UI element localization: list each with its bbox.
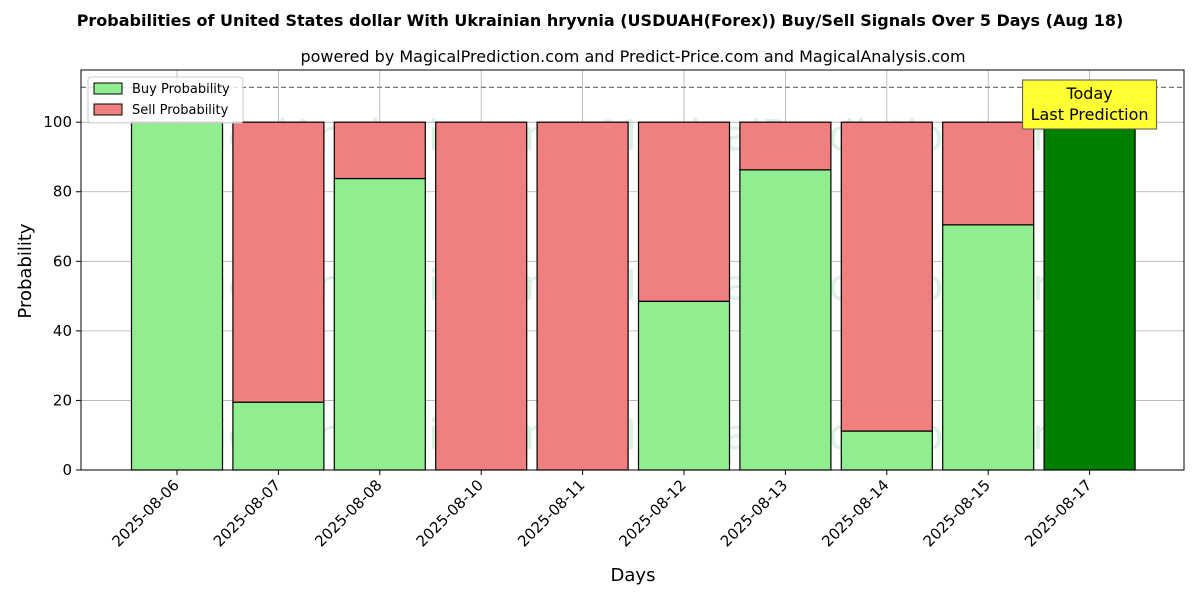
legend-swatch	[93, 103, 123, 116]
x-tick-label: 2025-08-14	[818, 476, 892, 550]
y-tick-label: 20	[53, 391, 72, 409]
chart-subtitle: powered by MagicalPrediction.com and Pre…	[300, 47, 965, 66]
buy-bar	[739, 169, 832, 471]
y-tick-label: 60	[53, 252, 72, 270]
x-tick-label: 2025-08-08	[311, 476, 385, 550]
x-tick-label: 2025-08-13	[717, 476, 791, 550]
buy-bar	[333, 177, 426, 471]
x-tick-label: 2025-08-11	[514, 476, 588, 550]
y-tick-label: 100	[43, 113, 72, 131]
y-tick-label: 40	[53, 322, 72, 340]
legend-box	[87, 76, 244, 124]
sell-bar	[232, 121, 325, 403]
sell-bar	[942, 121, 1035, 226]
y-tick-label: 0	[62, 461, 72, 479]
x-tick-label: 2025-08-06	[108, 476, 182, 550]
y-tick-label: 80	[53, 183, 72, 201]
x-tick-label: 2025-08-07	[210, 476, 284, 550]
x-tick-label: 2025-08-10	[413, 476, 487, 550]
buy-bar	[637, 300, 731, 471]
buy-bar	[1043, 121, 1136, 471]
y-axis-label: Probability	[15, 223, 36, 318]
sell-bar	[840, 121, 933, 432]
today-annotation-text: Today	[1065, 84, 1112, 103]
axes-frame	[80, 69, 1185, 471]
legend-swatch	[93, 82, 123, 95]
buy-bar	[942, 224, 1035, 471]
x-tick-label: 2025-08-15	[920, 476, 994, 550]
x-axis-label: Days	[611, 565, 656, 586]
chart-title: Probabilities of United States dollar Wi…	[77, 11, 1124, 30]
sell-bar	[435, 121, 528, 471]
legend-label: Sell Probability	[132, 103, 229, 118]
x-tick-label: 2025-08-12	[615, 476, 689, 550]
legend-label: Buy Probability	[132, 82, 230, 97]
today-annotation-box	[1022, 79, 1158, 130]
x-tick-label: 2025-08-17	[1021, 476, 1095, 550]
plot-area: MagicalAnalysis.comMagicalPrediction.com…	[43, 69, 1185, 550]
buy-bar	[840, 430, 933, 471]
buy-bar	[232, 401, 325, 471]
sell-bar	[536, 121, 629, 471]
buy-bar	[130, 121, 224, 471]
today-annotation-text: Last Prediction	[1031, 105, 1149, 124]
sell-bar	[637, 121, 731, 302]
sell-bar	[739, 121, 832, 171]
sell-bar	[333, 121, 426, 180]
